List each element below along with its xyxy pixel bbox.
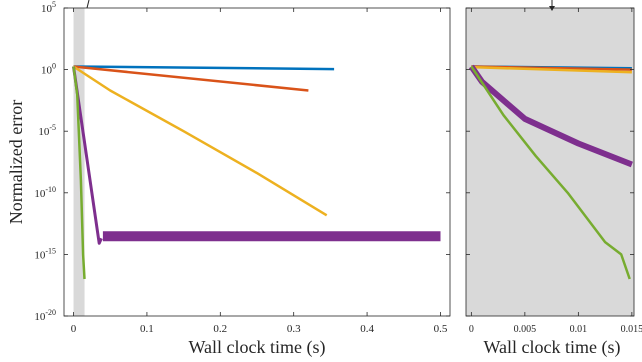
inset-x-axis-label: Wall clock time (s) [483,337,620,358]
main-x-tick-label: 0.1 [140,323,154,335]
inset-x-tick-label: 0.015 [621,324,642,335]
inset-series-group [468,64,633,280]
main-x-tick-label: 0.2 [213,323,227,335]
main-y-axis: 10-20 10-15 10-10 10-5 100 105 [34,0,450,323]
main-y-tick-label: 10-20 [34,308,56,323]
inset-x-axis: 0 0.005 0.01 0.015 [469,8,642,335]
main-series-line-2 [72,65,328,217]
main-x-tick-label: 0 [71,323,77,335]
main-x-tick-label: 0.4 [360,323,374,335]
main-y-tick-label: 10-15 [34,246,56,261]
main-y-tick-label: 105 [41,0,56,15]
inset-x-tick-label: 0.01 [570,324,588,335]
inset-series-line-2 [471,65,632,74]
main-y-tick-label: 10-5 [38,123,56,138]
main-series-group [72,65,441,280]
main-series-line-1 [73,65,309,92]
main-x-axis: 0 0.1 0.2 0.3 0.4 0.5 [71,8,448,335]
main-series-line-3 [72,66,103,245]
inset-pointer-arrowhead [549,6,555,11]
main-x-tick-label: 0.5 [434,323,448,335]
main-series-line-5 [72,66,86,280]
main-y-tick-label: 100 [41,62,56,77]
main-plot-frame [63,7,451,317]
inset-plot-area [466,8,634,316]
inset-series-line-4 [470,65,631,280]
inset-plot-frame [465,7,635,317]
zoom-pointer-arrow [86,0,90,9]
main-x-tick-label: 0.3 [287,323,301,335]
main-series-line-0 [73,65,335,71]
main-plot-area [64,8,450,316]
inset-x-tick-label: 0 [469,324,474,335]
inset-zoom-plot: 0 0.005 0.01 0.015 Wall clock time (s) [465,0,642,358]
main-y-tick-label: 10-10 [34,185,56,200]
main-x-axis-label: Wall clock time (s) [188,337,325,358]
main-y-axis-label: Normalized error [6,100,26,224]
inset-x-tick-label: 0.005 [514,324,537,335]
